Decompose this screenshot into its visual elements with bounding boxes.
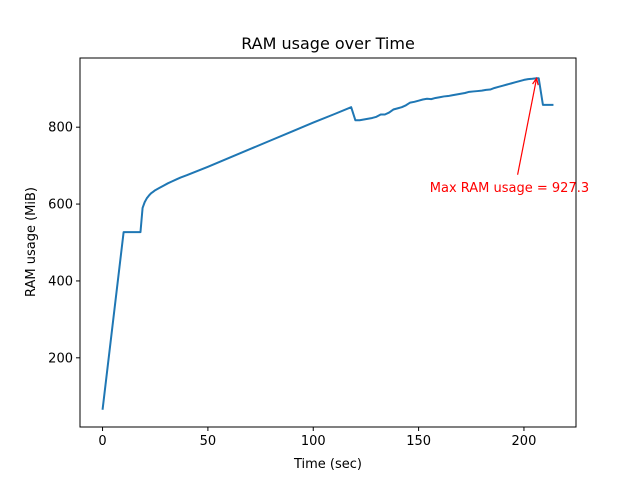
- y-axis-ticks: 200 400 600 800: [48, 121, 80, 366]
- max-annotation: Max RAM usage = 927.3: [430, 76, 589, 196]
- x-tick-label: 50: [200, 434, 217, 449]
- x-tick-label: 150: [406, 434, 431, 449]
- x-axis-ticks: 0 50 100 150 200: [98, 427, 536, 449]
- x-axis-label: Time (sec): [293, 457, 362, 472]
- y-tick-label: 200: [48, 351, 73, 366]
- y-tick-label: 400: [48, 274, 73, 289]
- x-tick-label: 100: [301, 434, 326, 449]
- annotation-arrow-head: [532, 76, 539, 86]
- chart-title: RAM usage over Time: [241, 34, 415, 53]
- y-tick-label: 800: [48, 121, 73, 136]
- plot-frame: [79, 57, 577, 428]
- ram-usage-line: [101, 77, 554, 410]
- x-tick-label: 200: [512, 434, 537, 449]
- y-tick-label: 600: [48, 198, 73, 213]
- x-tick-label: 0: [98, 434, 106, 449]
- y-axis-label: RAM usage (MiB): [24, 187, 39, 297]
- annotation-label: Max RAM usage = 927.3: [430, 181, 589, 196]
- annotation-arrow: [517, 78, 538, 175]
